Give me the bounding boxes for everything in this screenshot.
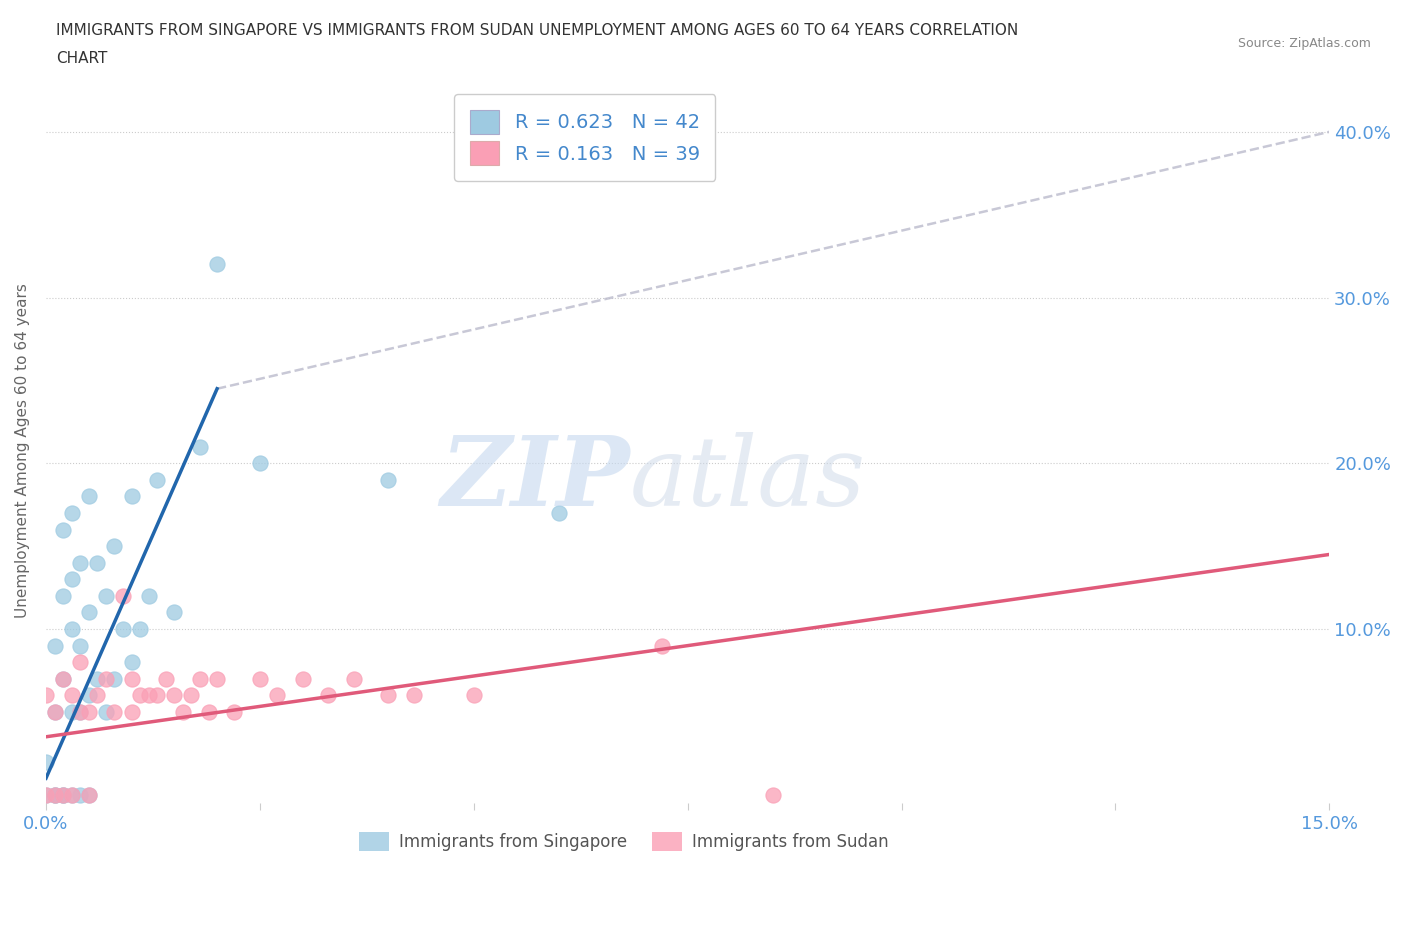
- Point: [69, 638, 91, 653]
- Point: [77, 605, 100, 620]
- Point: [762, 788, 785, 803]
- Point: [94, 705, 117, 720]
- Point: [224, 705, 246, 720]
- Point: [44, 788, 66, 803]
- Point: [163, 688, 186, 703]
- Point: [44, 788, 66, 803]
- Text: IMMIGRANTS FROM SINGAPORE VS IMMIGRANTS FROM SUDAN UNEMPLOYMENT AMONG AGES 60 TO: IMMIGRANTS FROM SINGAPORE VS IMMIGRANTS …: [56, 23, 1018, 38]
- Point: [103, 538, 125, 553]
- Point: [163, 605, 186, 620]
- Point: [146, 688, 169, 703]
- Point: [77, 788, 100, 803]
- Point: [60, 705, 83, 720]
- Point: [60, 688, 83, 703]
- Point: [155, 671, 177, 686]
- Point: [121, 671, 143, 686]
- Point: [103, 705, 125, 720]
- Legend: Immigrants from Singapore, Immigrants from Sudan: Immigrants from Singapore, Immigrants fr…: [352, 826, 896, 858]
- Point: [121, 489, 143, 504]
- Point: [291, 671, 314, 686]
- Point: [249, 671, 271, 686]
- Point: [77, 489, 100, 504]
- Point: [44, 638, 66, 653]
- Point: [77, 688, 100, 703]
- Point: [35, 788, 58, 803]
- Point: [86, 688, 108, 703]
- Text: CHART: CHART: [56, 51, 108, 66]
- Point: [205, 257, 228, 272]
- Text: atlas: atlas: [630, 432, 866, 526]
- Point: [316, 688, 339, 703]
- Point: [94, 671, 117, 686]
- Point: [69, 555, 91, 570]
- Point: [138, 688, 160, 703]
- Point: [52, 788, 75, 803]
- Text: ZIP: ZIP: [440, 432, 630, 526]
- Point: [44, 705, 66, 720]
- Point: [249, 456, 271, 471]
- Text: Source: ZipAtlas.com: Source: ZipAtlas.com: [1237, 37, 1371, 50]
- Point: [52, 671, 75, 686]
- Point: [35, 688, 58, 703]
- Point: [60, 788, 83, 803]
- Point: [44, 788, 66, 803]
- Point: [266, 688, 288, 703]
- Y-axis label: Unemployment Among Ages 60 to 64 years: Unemployment Among Ages 60 to 64 years: [15, 284, 30, 618]
- Point: [180, 688, 202, 703]
- Point: [111, 621, 134, 636]
- Point: [377, 688, 399, 703]
- Point: [86, 555, 108, 570]
- Point: [111, 589, 134, 604]
- Point: [463, 688, 485, 703]
- Point: [138, 589, 160, 604]
- Point: [60, 572, 83, 587]
- Point: [188, 439, 211, 454]
- Point: [35, 788, 58, 803]
- Point: [77, 705, 100, 720]
- Point: [77, 788, 100, 803]
- Point: [343, 671, 366, 686]
- Point: [52, 589, 75, 604]
- Point: [52, 788, 75, 803]
- Point: [651, 638, 673, 653]
- Point: [172, 705, 194, 720]
- Point: [188, 671, 211, 686]
- Point: [146, 472, 169, 487]
- Point: [121, 655, 143, 670]
- Point: [52, 671, 75, 686]
- Point: [69, 788, 91, 803]
- Point: [52, 788, 75, 803]
- Point: [60, 788, 83, 803]
- Point: [94, 589, 117, 604]
- Point: [377, 472, 399, 487]
- Point: [69, 655, 91, 670]
- Point: [60, 621, 83, 636]
- Point: [129, 688, 152, 703]
- Point: [86, 671, 108, 686]
- Point: [129, 621, 152, 636]
- Point: [44, 705, 66, 720]
- Point: [205, 671, 228, 686]
- Point: [52, 522, 75, 537]
- Point: [402, 688, 425, 703]
- Point: [121, 705, 143, 720]
- Point: [60, 506, 83, 521]
- Point: [69, 705, 91, 720]
- Point: [35, 754, 58, 769]
- Point: [103, 671, 125, 686]
- Point: [548, 506, 571, 521]
- Point: [69, 705, 91, 720]
- Point: [197, 705, 219, 720]
